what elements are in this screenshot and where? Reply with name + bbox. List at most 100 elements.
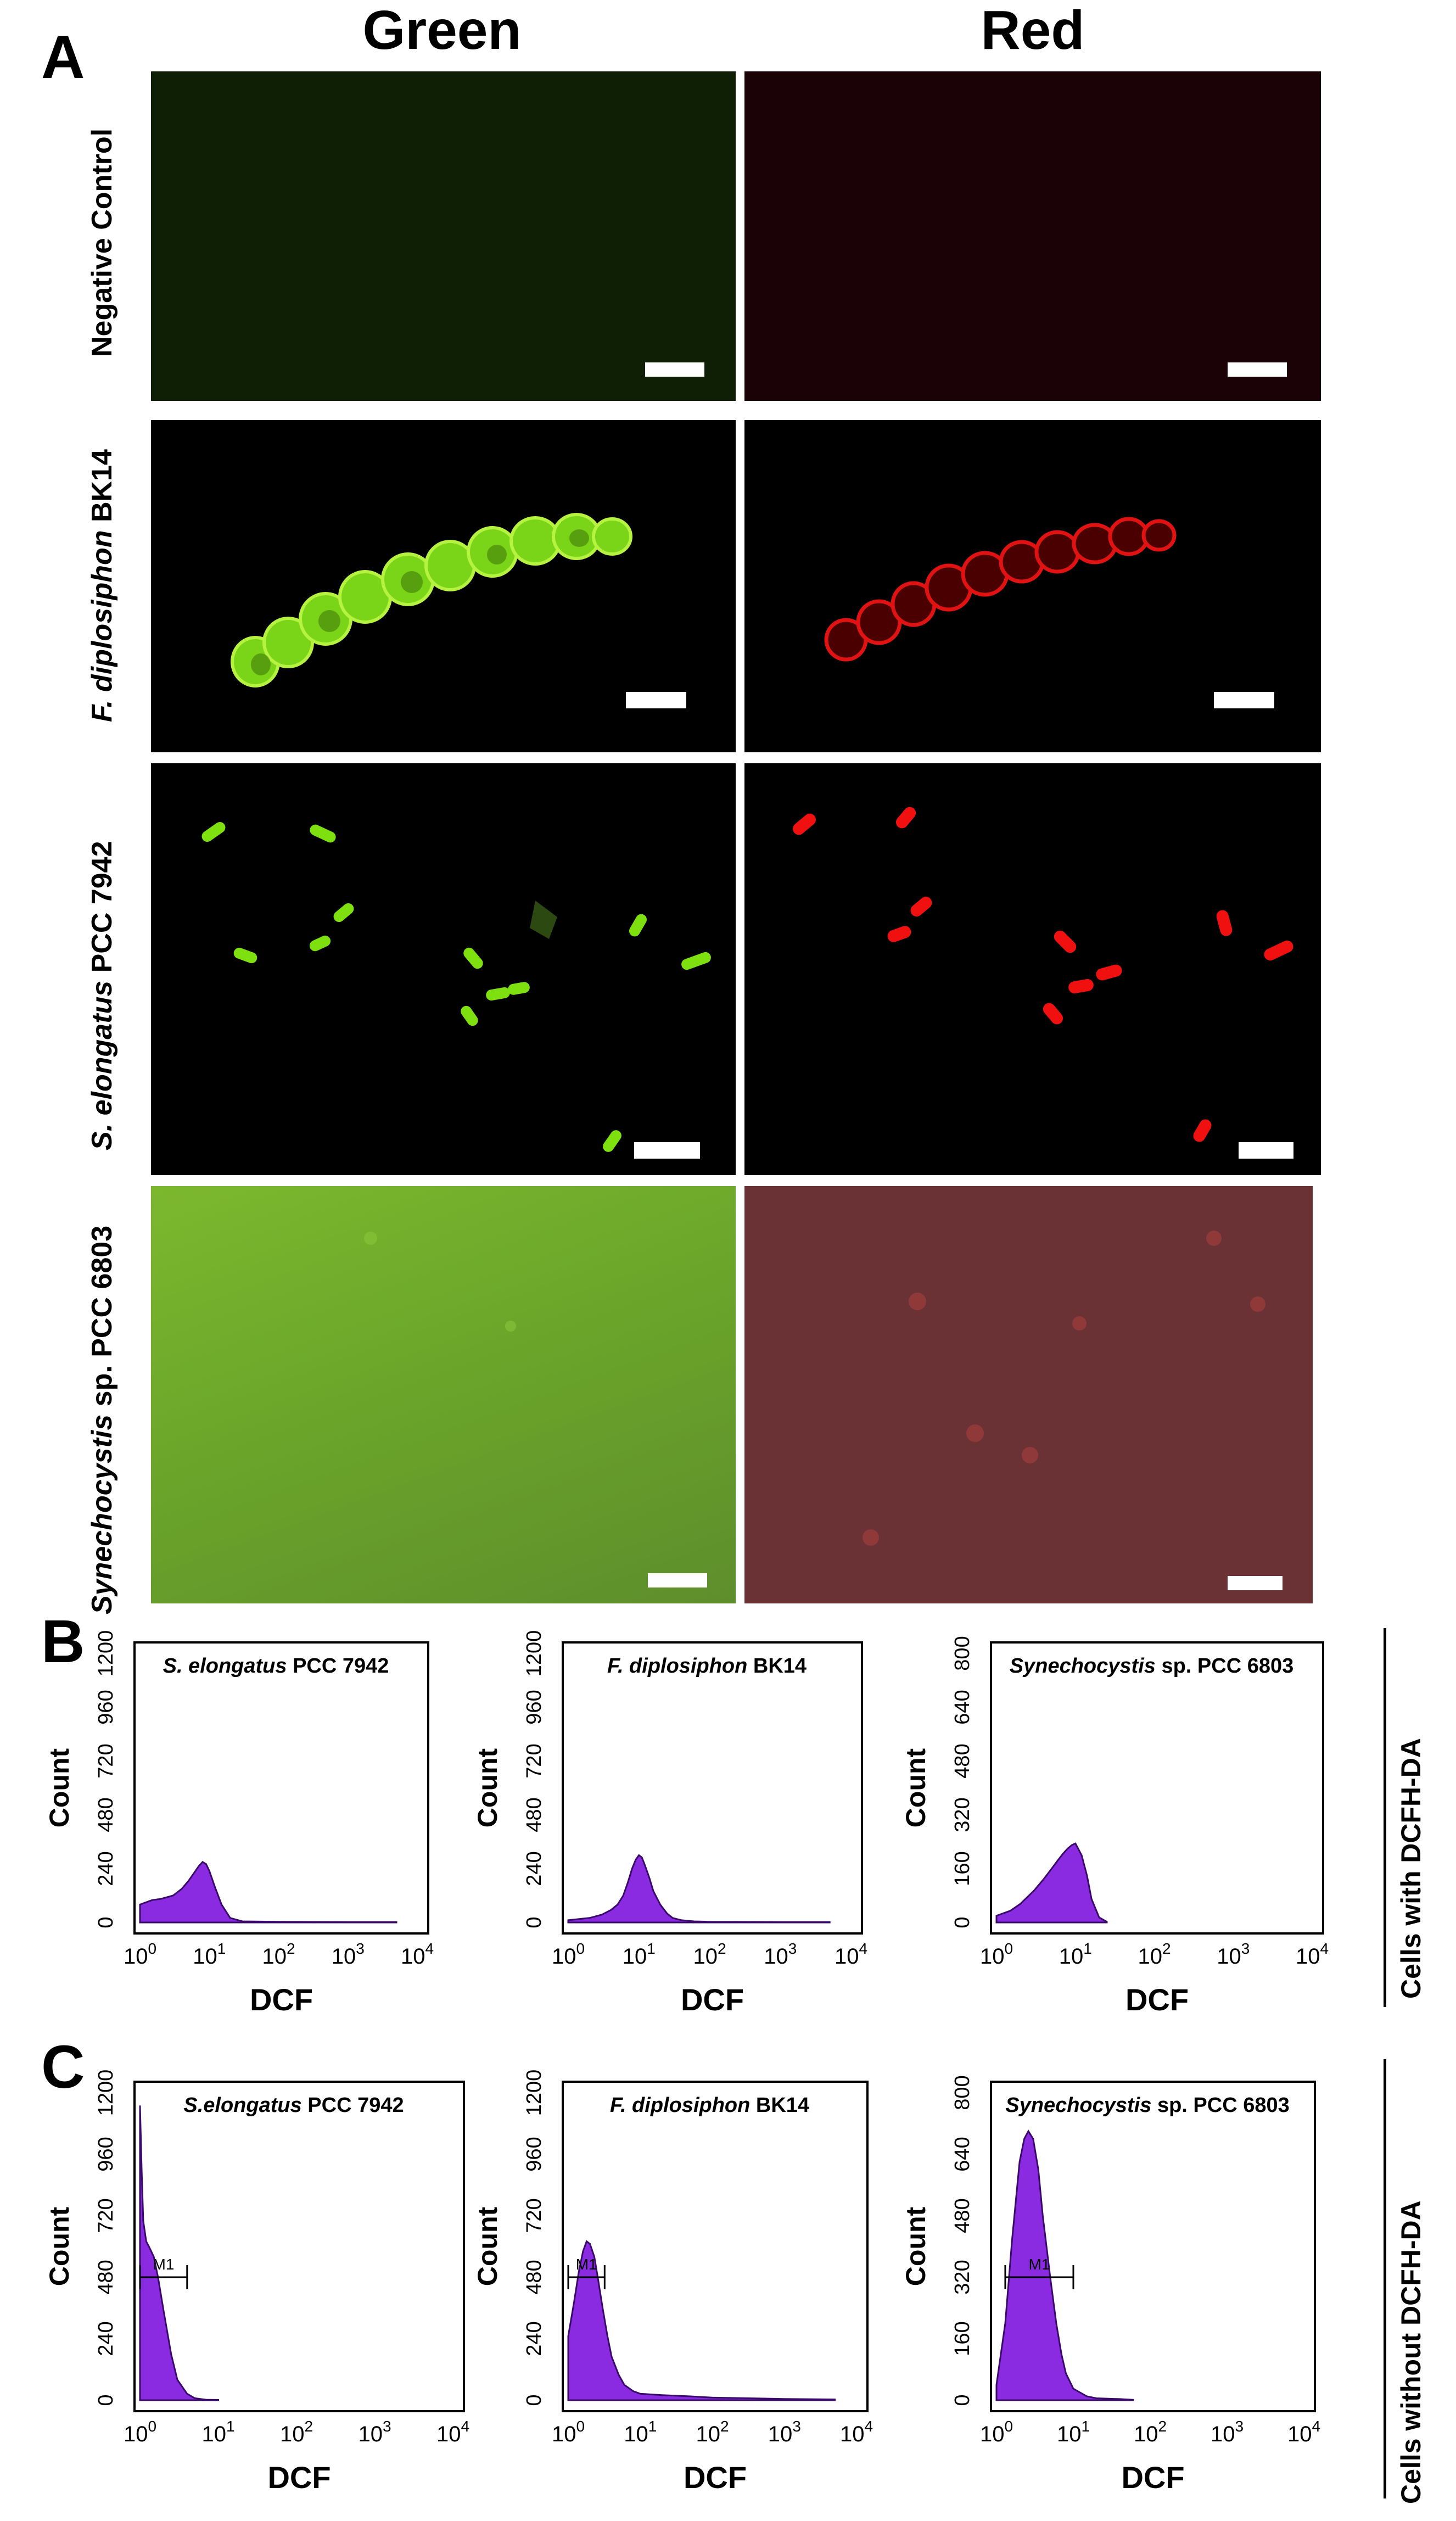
side-label-without-dcfh-da: Cells without DCFH-DA <box>1396 2200 1426 2504</box>
x-tick-label: 102 <box>1138 1940 1171 1969</box>
scale-bar <box>1214 692 1274 708</box>
tick-base: 10 <box>552 1944 576 1969</box>
y-tick-label: 720 <box>94 2198 117 2233</box>
micrograph-negative-red <box>744 71 1321 401</box>
y-axis-label: Count <box>44 1748 75 1827</box>
x-tick-label: 100 <box>124 2418 156 2446</box>
y-tick-label: 1200 <box>523 2070 546 2116</box>
micrograph-s-elongatus-red <box>744 763 1321 1175</box>
marker-label: M1 <box>153 2256 174 2273</box>
x-tick-label: 101 <box>1057 2418 1090 2446</box>
histogram-title: F. diplosiphon BK14 <box>607 1654 807 1678</box>
histogram-area <box>567 1854 831 1924</box>
marker-label: M1 <box>1029 2256 1050 2273</box>
scale-bar <box>645 362 704 377</box>
x-tick-label: 103 <box>358 2418 391 2446</box>
x-tick-label: 100 <box>552 2418 585 2446</box>
x-tick-label: 100 <box>552 1940 585 1969</box>
micrograph-f-diplosiphon-red <box>744 420 1321 752</box>
tick-exponent: 0 <box>148 2418 156 2435</box>
panel-letter-a: A <box>41 24 85 91</box>
row-label-f-diplosiphon: F. diplosiphon BK14 <box>86 449 118 722</box>
tick-exponent: 0 <box>576 2418 585 2435</box>
tick-base: 10 <box>124 1944 148 1969</box>
tick-exponent: 3 <box>792 2418 801 2435</box>
histogram-area <box>995 2129 1134 2401</box>
y-axis-label: Count <box>44 2206 75 2286</box>
y-axis-label: Count <box>900 2206 931 2286</box>
y-tick-label: 240 <box>94 2321 117 2356</box>
tick-base: 10 <box>436 2422 461 2446</box>
scale-bar <box>634 1142 700 1159</box>
tick-base: 10 <box>124 2422 148 2446</box>
tick-base: 10 <box>764 1944 788 1969</box>
title-strain: PCC 7942 <box>302 2094 404 2117</box>
x-tick-label: 102 <box>280 2418 313 2446</box>
column-header-red: Red <box>981 0 1085 61</box>
title-species: F. diplosiphon <box>607 1654 747 1678</box>
y-axis-label: Count <box>472 2206 503 2286</box>
x-tick-label: 101 <box>624 2418 657 2446</box>
cells-red <box>863 1231 1265 1546</box>
x-tick-label: 103 <box>764 1940 797 1969</box>
tick-exponent: 4 <box>859 1940 867 1957</box>
histogram-title: Synechocystis sp. PCC 6803 <box>1005 2094 1289 2117</box>
y-tick-label: 240 <box>94 1851 117 1886</box>
tick-exponent: 1 <box>217 1940 226 1957</box>
x-tick-label: 100 <box>980 1940 1013 1969</box>
x-tick-label: 100 <box>980 2418 1013 2446</box>
tick-exponent: 4 <box>864 2418 873 2435</box>
tick-exponent: 2 <box>304 2418 313 2435</box>
scale-bar <box>1228 362 1287 377</box>
y-tick-label: 480 <box>94 2260 117 2294</box>
y-tick-label: 320 <box>951 2260 974 2294</box>
title-strain: BK14 <box>750 2094 809 2117</box>
tick-exponent: 3 <box>1235 2418 1244 2435</box>
y-axis-label: Count <box>472 1748 503 1827</box>
histogram-4: S.elongatus PCC 794202404807209601200Cou… <box>44 2070 469 2495</box>
x-axis-label: DCF <box>1125 1982 1189 2017</box>
histogram-area <box>139 2105 219 2401</box>
histogram-title: S.elongatus PCC 7942 <box>183 2094 404 2117</box>
y-tick-label: 640 <box>951 2137 974 2171</box>
tick-exponent: 4 <box>1312 2418 1320 2435</box>
y-tick-label: 800 <box>951 2075 974 2110</box>
title-species: Synechocystis <box>1005 2094 1151 2117</box>
y-tick-label: 240 <box>523 1851 546 1886</box>
side-label-with-dcfh-da: Cells with DCFH-DA <box>1396 1738 1426 1999</box>
y-tick-label: 1200 <box>523 1630 546 1677</box>
histogram-figure: S. elongatus PCC 794202404807209601200Co… <box>44 1630 1329 2495</box>
tick-exponent: 1 <box>1081 2418 1090 2435</box>
tick-base: 10 <box>1217 1944 1241 1969</box>
side-bracket-with <box>1384 1628 1386 2007</box>
micrograph-synechocystis-red <box>744 1186 1313 1603</box>
histogram-3: Synechocystis sp. PCC 680301603204806408… <box>900 1636 1329 2017</box>
tick-base: 10 <box>623 1944 647 1969</box>
tick-base: 10 <box>1059 1944 1084 1969</box>
y-tick-label: 0 <box>523 2394 546 2406</box>
histogram-title: Synechocystis sp. PCC 6803 <box>1010 1654 1293 1678</box>
micrograph-f-diplosiphon-green <box>151 420 736 752</box>
tick-exponent: 4 <box>1320 1940 1329 1957</box>
tick-exponent: 1 <box>648 2418 657 2435</box>
tick-exponent: 2 <box>718 1940 726 1957</box>
rods-red <box>793 807 1293 1142</box>
tick-exponent: 4 <box>461 2418 469 2435</box>
x-tick-label: 103 <box>1211 2418 1244 2446</box>
tick-base: 10 <box>1296 1944 1320 1969</box>
tick-exponent: 1 <box>647 1940 656 1957</box>
plot-frame <box>990 1641 1324 1935</box>
title-species: S. elongatus <box>163 1654 287 1678</box>
x-tick-label: 103 <box>1217 1940 1250 1969</box>
tick-exponent: 3 <box>356 1940 365 1957</box>
row-label-s-elongatus: S. elongatus PCC 7942 <box>86 841 118 1150</box>
plot-frame <box>562 2081 869 2412</box>
side-bracket-without <box>1384 2059 1386 2498</box>
y-tick-label: 720 <box>523 2198 546 2233</box>
scale-bar <box>648 1573 707 1587</box>
title-strain: BK14 <box>747 1654 807 1678</box>
x-tick-label: 101 <box>1059 1940 1092 1969</box>
plot-frame <box>133 1641 429 1935</box>
tick-base: 10 <box>262 1944 287 1969</box>
title-strain: sp. PCC 6803 <box>1151 2094 1289 2117</box>
